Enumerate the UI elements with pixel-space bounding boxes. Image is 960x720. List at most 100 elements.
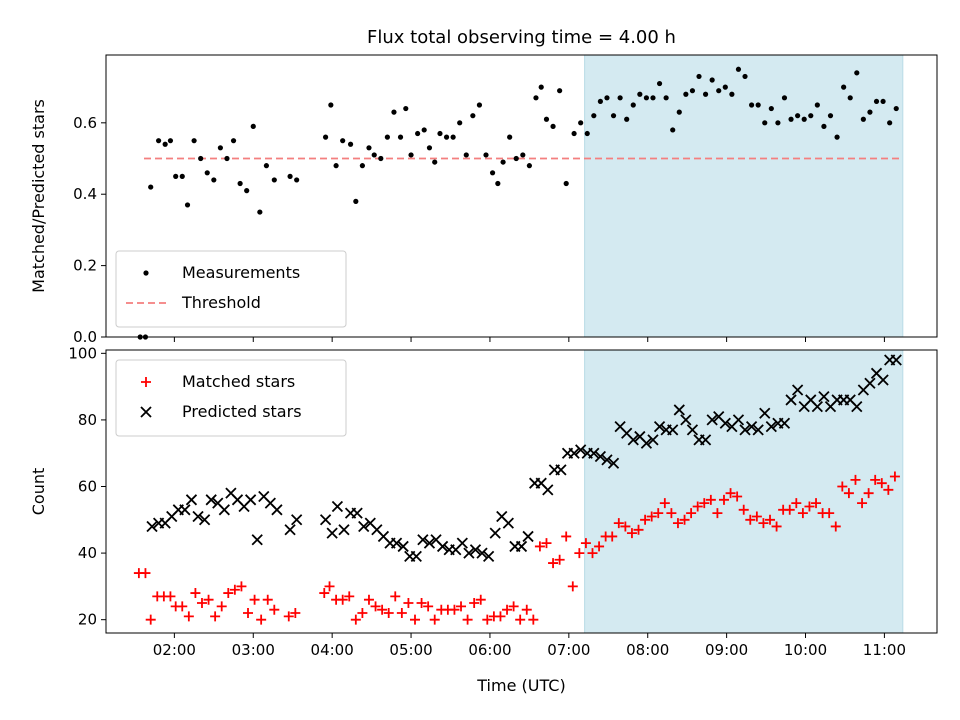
data-point — [236, 581, 247, 592]
data-point — [378, 155, 384, 162]
data-point — [893, 105, 899, 112]
data-point — [781, 95, 788, 101]
data-point — [263, 163, 270, 169]
data-point — [650, 95, 656, 101]
data-point — [319, 588, 330, 599]
data-point — [396, 608, 407, 619]
data-point — [791, 384, 804, 396]
data-point — [507, 134, 513, 140]
data-point — [291, 514, 303, 526]
data-point — [243, 608, 254, 619]
data-point — [555, 464, 567, 476]
data-point — [384, 134, 390, 140]
data-point — [456, 537, 468, 549]
data-point — [423, 537, 436, 549]
data-point — [591, 113, 597, 119]
data-point — [370, 601, 381, 612]
data-point — [495, 180, 501, 187]
data-point — [620, 521, 631, 532]
data-point — [863, 488, 874, 499]
data-point — [735, 66, 742, 72]
data-point — [709, 77, 715, 83]
data-point — [443, 134, 450, 140]
data-point — [520, 152, 526, 158]
data-point — [818, 390, 830, 403]
data-point — [574, 548, 585, 559]
data-point — [470, 113, 476, 119]
data-point — [469, 598, 480, 609]
data-point — [489, 527, 501, 539]
data-point — [821, 123, 827, 129]
data-point — [203, 594, 214, 605]
data-point — [495, 611, 506, 622]
data-point — [476, 102, 483, 108]
data-point — [851, 400, 863, 413]
data-point — [811, 400, 823, 413]
data-point — [196, 598, 207, 609]
x-tick-label: 05:00 — [389, 641, 432, 659]
data-point — [269, 604, 280, 615]
data-point — [676, 109, 682, 115]
data-point — [328, 102, 334, 108]
data-point — [850, 474, 861, 485]
data-point — [173, 173, 179, 179]
data-point — [344, 591, 355, 602]
data-point — [244, 494, 257, 506]
data-point — [680, 414, 692, 426]
data-point — [656, 80, 663, 87]
data-point — [538, 84, 544, 90]
data-point — [610, 113, 617, 119]
x-tick-label: 03:00 — [232, 641, 275, 659]
data-point — [778, 417, 791, 429]
data-point — [607, 457, 620, 469]
data-point — [463, 152, 469, 158]
data-point — [450, 134, 456, 140]
data-point — [712, 508, 723, 519]
data-point — [824, 508, 835, 519]
data-point — [751, 511, 762, 522]
data-point — [377, 604, 388, 615]
data-point — [397, 134, 404, 140]
data-point — [771, 521, 782, 532]
data-point — [363, 594, 374, 605]
data-point — [873, 98, 880, 105]
data-point — [860, 116, 866, 122]
data-point — [403, 598, 414, 609]
data-point — [350, 614, 361, 625]
y-tick-label: 20 — [78, 611, 97, 629]
data-point — [841, 84, 847, 90]
y-tick-label: 60 — [78, 478, 97, 496]
data-point — [843, 488, 854, 499]
data-point — [262, 594, 273, 605]
data-point — [854, 70, 860, 76]
data-point — [683, 91, 689, 97]
x-tick-label: 10:00 — [784, 641, 827, 659]
y-tick-label: 0.4 — [73, 185, 97, 203]
data-point — [456, 601, 467, 612]
data-point — [755, 102, 761, 108]
data-point — [561, 531, 572, 542]
data-point — [423, 601, 434, 612]
data-point — [366, 145, 372, 151]
legend-label: Threshold — [181, 293, 261, 312]
data-point — [390, 537, 403, 549]
data-point — [284, 524, 296, 536]
data-point — [179, 504, 191, 516]
data-point — [521, 604, 532, 615]
data-point — [762, 120, 768, 126]
data-point — [397, 540, 409, 553]
data-point — [353, 198, 359, 204]
data-point — [155, 138, 162, 144]
data-point — [256, 614, 267, 625]
y-tick-label: 80 — [78, 411, 97, 429]
data-point — [204, 170, 210, 176]
data-point — [738, 504, 749, 515]
data-point — [500, 159, 506, 165]
series-matched-stars — [133, 471, 900, 625]
data-point — [719, 417, 731, 429]
data-point — [745, 514, 756, 525]
data-point — [337, 594, 348, 605]
data-point — [791, 498, 802, 509]
data-point — [567, 581, 578, 592]
data-point — [663, 95, 669, 101]
